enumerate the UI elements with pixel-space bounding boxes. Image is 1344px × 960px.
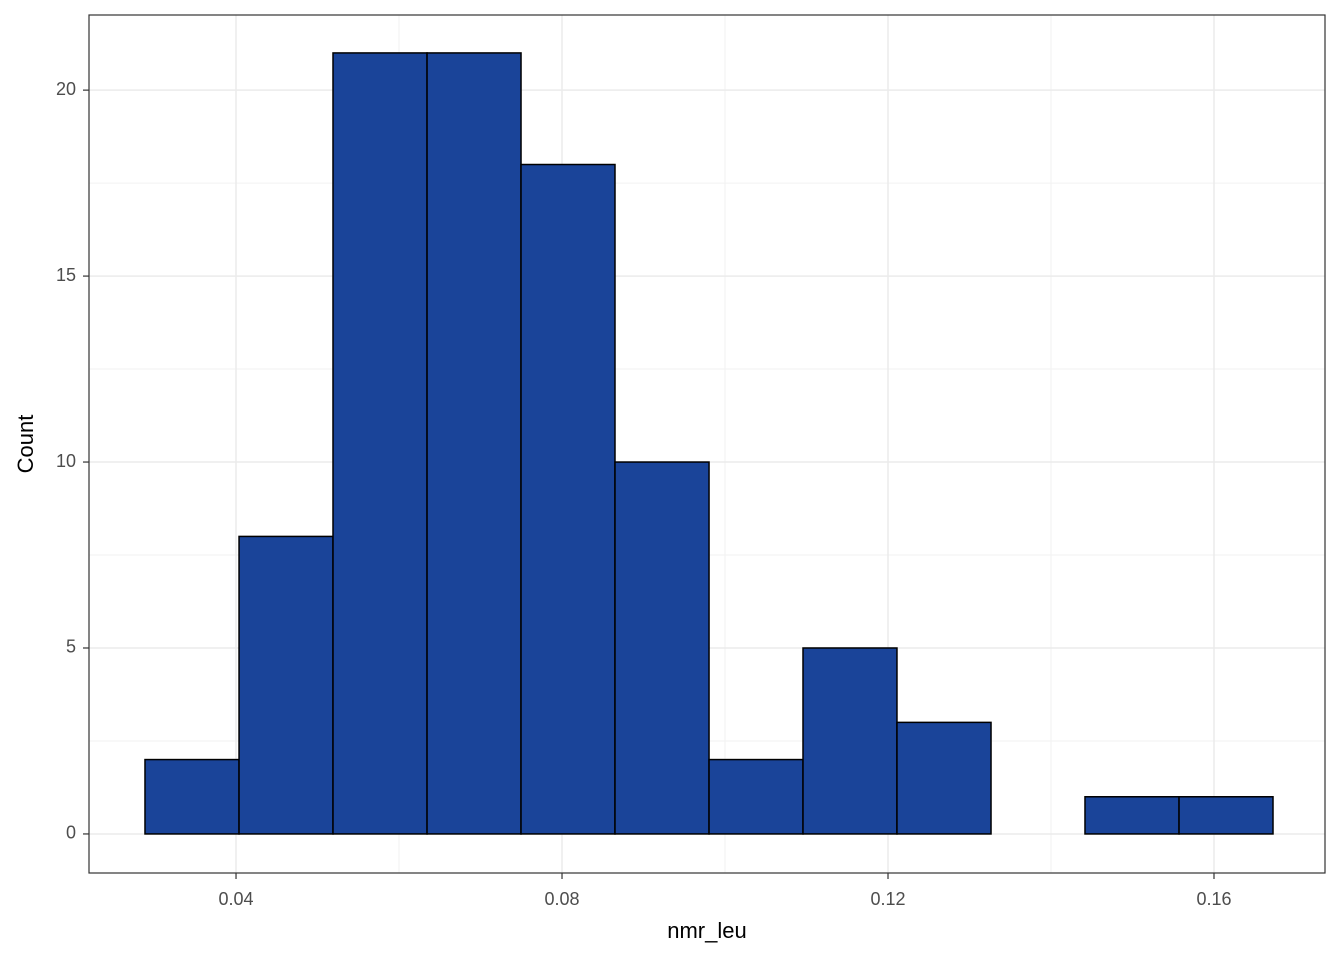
y-tick-label: 0 xyxy=(66,823,76,843)
x-tick-label: 0.04 xyxy=(218,889,253,909)
y-tick-label: 15 xyxy=(56,265,76,285)
bar xyxy=(332,52,428,835)
x-axis-title: nmr_leu xyxy=(667,918,746,943)
y-axis-title: Count xyxy=(13,415,38,474)
bar xyxy=(1084,796,1180,835)
x-tick-label: 0.12 xyxy=(870,889,905,909)
bar xyxy=(1178,796,1274,835)
bar xyxy=(520,163,616,835)
bar xyxy=(896,721,992,835)
y-tick-label: 5 xyxy=(66,637,76,657)
x-tick-label: 0.16 xyxy=(1196,889,1231,909)
bar xyxy=(426,52,522,835)
bar xyxy=(144,758,240,835)
bar xyxy=(238,535,334,835)
bar xyxy=(802,647,898,835)
bar xyxy=(614,461,710,835)
y-tick-label: 20 xyxy=(56,79,76,99)
x-tick-label: 0.08 xyxy=(544,889,579,909)
y-tick-label: 10 xyxy=(56,451,76,471)
bar xyxy=(708,758,804,835)
panel-border xyxy=(88,14,1326,874)
